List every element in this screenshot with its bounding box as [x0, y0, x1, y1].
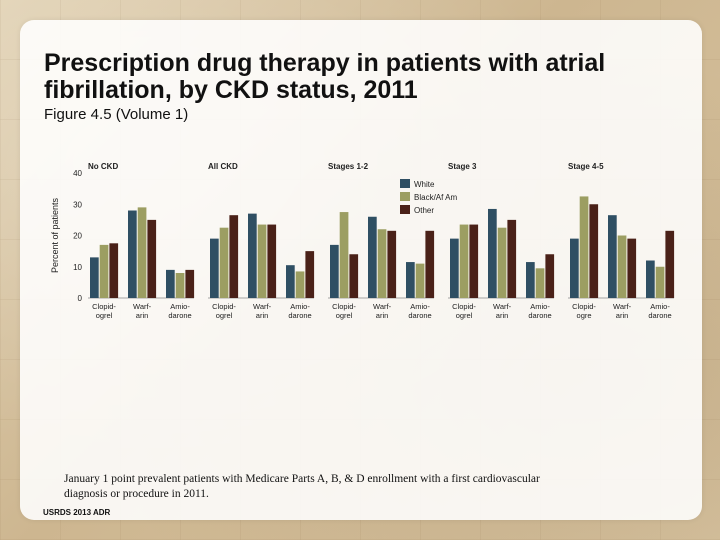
x-tick-label: darone	[528, 311, 551, 320]
bar	[248, 213, 257, 298]
x-tick-label: arin	[376, 311, 389, 320]
x-tick-label: ogrel	[336, 311, 353, 320]
x-tick-label: Warf-	[133, 302, 152, 311]
bar	[147, 219, 157, 298]
x-tick-label: arin	[136, 311, 149, 320]
x-tick-label: Clopid-	[572, 302, 596, 311]
bar-chart: Percent of patients 0 10 20 30 40 No CKD Clopid…	[50, 162, 675, 320]
source-label: USRDS 2013 ADR	[43, 508, 111, 517]
bar	[166, 269, 175, 298]
bar	[185, 269, 195, 298]
bar	[109, 243, 119, 298]
bar	[545, 254, 555, 298]
x-tick-label: Warf-	[613, 302, 632, 311]
bar	[349, 254, 359, 298]
y-tick-label: 40	[73, 169, 82, 178]
x-tick-label: Clopid-	[452, 302, 476, 311]
bar	[128, 210, 137, 298]
x-tick-label: Clopid-	[332, 302, 356, 311]
bar	[665, 230, 675, 298]
bar	[579, 196, 589, 298]
bar	[415, 263, 425, 298]
bar	[305, 251, 315, 298]
panel-title: Stage 3	[448, 162, 477, 171]
bar	[295, 271, 305, 298]
x-tick-label: darone	[408, 311, 431, 320]
x-tick-label: Warf-	[253, 302, 272, 311]
footnote: January 1 point prevalent patients with …	[64, 473, 540, 500]
bar	[387, 230, 397, 298]
bar	[330, 244, 339, 298]
x-tick-label: darone	[648, 311, 671, 320]
x-tick-label: Amio-	[170, 302, 190, 311]
x-tick-label: darone	[168, 311, 191, 320]
panel-title: All CKD	[208, 162, 238, 171]
bar	[377, 229, 387, 298]
x-tick-label: Warf-	[493, 302, 512, 311]
bar	[425, 230, 435, 298]
bar	[507, 219, 517, 298]
bar	[257, 224, 267, 298]
bar	[589, 204, 599, 298]
x-tick-label: Clopid-	[92, 302, 116, 311]
bar	[459, 224, 469, 298]
bar	[137, 207, 147, 298]
x-tick-label: ogrel	[216, 311, 233, 320]
y-tick-label: 30	[73, 200, 82, 209]
panel-title: Stage 4-5	[568, 162, 604, 171]
bar	[570, 238, 579, 298]
y-axis-label: Percent of patients	[50, 197, 60, 273]
x-tick-label: Amio-	[410, 302, 430, 311]
slide-title: Prescription drug therapy in patients wi…	[44, 49, 606, 104]
bar	[627, 238, 637, 298]
bar	[339, 212, 349, 298]
bar	[90, 257, 99, 298]
x-tick-label: ogrel	[96, 311, 113, 320]
bar	[99, 244, 109, 298]
bar	[497, 227, 507, 298]
x-tick-label: Clopid-	[212, 302, 236, 311]
x-tick-label: arin	[496, 311, 509, 320]
bar	[175, 273, 185, 298]
bar	[267, 224, 277, 298]
legend-swatch	[400, 179, 410, 188]
x-tick-label: Warf-	[373, 302, 392, 311]
panel-title: Stages 1-2	[328, 162, 369, 171]
panel-title: No CKD	[88, 162, 118, 171]
x-tick-label: Amio-	[530, 302, 550, 311]
x-tick-label: ogrel	[456, 311, 473, 320]
x-tick-label: darone	[288, 311, 311, 320]
bar	[368, 216, 377, 298]
legend-swatch	[400, 205, 410, 214]
y-tick-label: 10	[73, 263, 82, 272]
legend-label: White	[414, 180, 435, 189]
y-tick-label: 0	[78, 294, 83, 303]
bar	[488, 208, 497, 298]
figure-label: Figure 4.5 (Volume 1)	[44, 106, 189, 123]
x-tick-label: arin	[616, 311, 629, 320]
bar	[535, 268, 545, 298]
legend-label: Other	[414, 206, 434, 215]
legend-label: Black/Af Am	[414, 193, 457, 202]
bar	[229, 215, 239, 298]
y-tick-label: 20	[73, 232, 82, 241]
x-tick-label: ogre	[577, 311, 592, 320]
bar	[219, 227, 229, 298]
bar	[608, 215, 617, 298]
x-tick-label: Amio-	[650, 302, 670, 311]
x-tick-label: Amio-	[290, 302, 310, 311]
bar	[617, 235, 627, 298]
bar	[655, 266, 665, 298]
x-tick-label: arin	[256, 311, 269, 320]
bar	[286, 265, 295, 298]
legend-swatch	[400, 192, 410, 201]
bar	[526, 262, 535, 298]
bar	[406, 262, 415, 298]
bar	[646, 260, 655, 298]
bar	[210, 238, 219, 298]
bar	[450, 238, 459, 298]
bar	[469, 224, 479, 298]
